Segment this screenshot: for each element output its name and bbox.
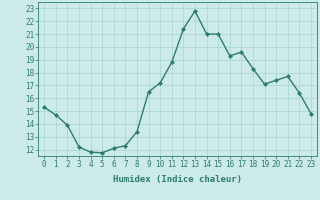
X-axis label: Humidex (Indice chaleur): Humidex (Indice chaleur) [113,175,242,184]
